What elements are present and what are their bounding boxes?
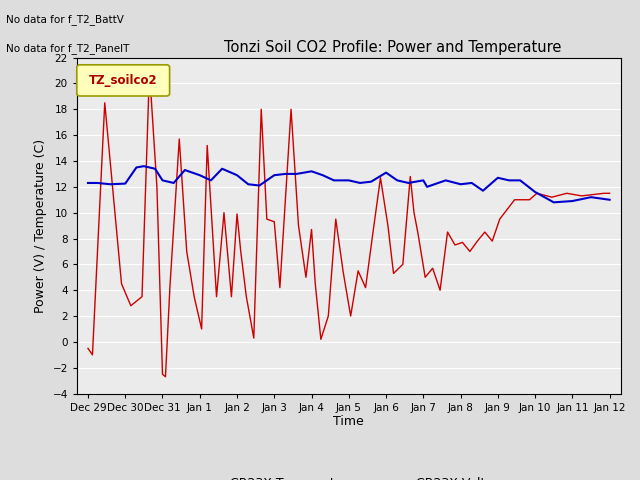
Text: TZ_soilco2: TZ_soilco2 <box>89 74 157 87</box>
Text: No data for f_T2_BattV: No data for f_T2_BattV <box>6 14 124 25</box>
Y-axis label: Power (V) / Temperature (C): Power (V) / Temperature (C) <box>34 139 47 312</box>
Legend: CR23X Temperature, CR23X Voltage: CR23X Temperature, CR23X Voltage <box>184 472 513 480</box>
Text: No data for f_T2_PanelT: No data for f_T2_PanelT <box>6 43 130 54</box>
Title: Tonzi Soil CO2 Profile: Power and Temperature: Tonzi Soil CO2 Profile: Power and Temper… <box>223 40 561 55</box>
X-axis label: Time: Time <box>333 415 364 429</box>
